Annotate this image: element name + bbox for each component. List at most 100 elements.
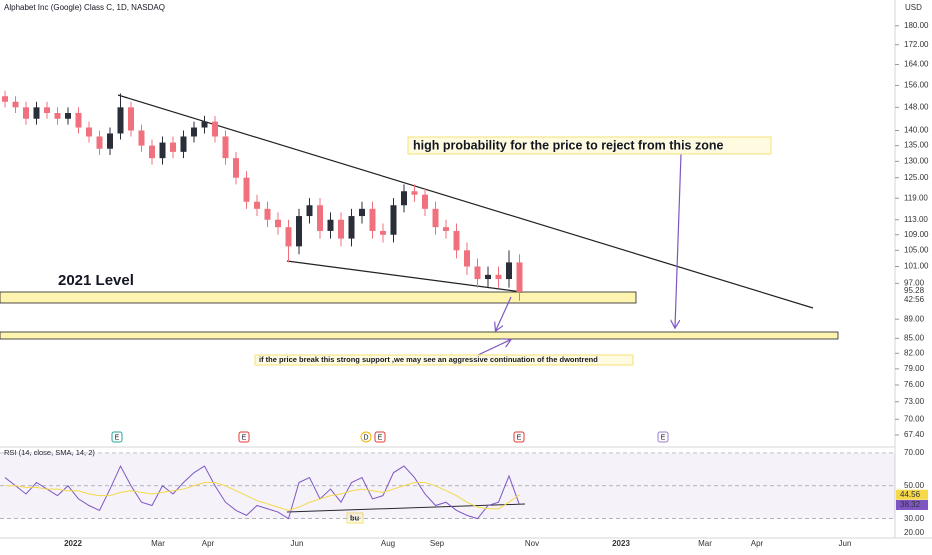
callout-box <box>407 136 772 155</box>
event-label: D <box>363 434 368 441</box>
candle-body <box>411 191 418 195</box>
event-label: E <box>242 434 247 441</box>
y-tick-label: 70.00 <box>904 448 925 457</box>
event-marker <box>360 431 372 443</box>
y-tick-label: 180.00 <box>904 21 929 30</box>
y-tick-label: 148.00 <box>904 102 929 111</box>
candle-body <box>44 107 50 114</box>
event-label: E <box>115 434 120 441</box>
candle-body <box>96 136 103 149</box>
x-tick-label: Jun <box>839 539 852 548</box>
y-tick-label: 85.00 <box>904 333 925 342</box>
candle-body <box>222 136 229 159</box>
chart-title: Alphabet Inc (Google) Class C, 1D, NASDA… <box>4 3 165 12</box>
y-tick-label: 130.00 <box>904 156 929 165</box>
event-marker <box>238 431 250 443</box>
value-tag <box>896 489 928 500</box>
event-label: E <box>661 434 666 441</box>
x-tick-label: Jun <box>291 539 304 548</box>
countdown: 42:56 <box>904 295 925 304</box>
candle-body <box>495 274 502 280</box>
candle-body <box>23 107 29 119</box>
candle-body <box>390 205 397 235</box>
support-zone <box>0 291 637 304</box>
y-tick-label: 30.00 <box>904 514 925 523</box>
candle-body <box>264 208 271 220</box>
event-marker <box>513 431 525 443</box>
event-marker <box>657 431 669 443</box>
label: 2021 Level <box>58 272 134 289</box>
y-tick-label: 140.00 <box>904 126 929 135</box>
candle-body <box>464 250 470 267</box>
candle-body <box>170 142 176 152</box>
trendline <box>117 94 814 309</box>
event-marker <box>111 431 123 443</box>
y-tick-label: 89.00 <box>904 314 925 323</box>
arrow <box>477 340 510 356</box>
candle-body <box>432 208 439 228</box>
candle-body <box>474 266 481 280</box>
event-label: E <box>517 434 522 441</box>
arrow <box>496 296 512 330</box>
rsi-title: RSI (14, close, SMA, 14, 2) <box>4 448 95 457</box>
candle-body <box>233 158 239 178</box>
y-tick-label: 76.00 <box>904 380 925 389</box>
candle-body <box>117 107 124 134</box>
candle-body <box>275 219 281 228</box>
event-marker <box>374 431 386 443</box>
candle-body <box>12 101 19 108</box>
y-tick-label: 73.00 <box>904 397 925 406</box>
y-tick-label: 156.00 <box>904 81 929 90</box>
candle-body <box>191 127 197 137</box>
y-tick-label: 70.00 <box>904 414 925 423</box>
note-box <box>254 354 634 366</box>
candle-body <box>2 96 8 102</box>
candle-body <box>243 177 250 202</box>
y-tick-label: 119.00 <box>904 193 928 202</box>
candle-body <box>359 208 365 217</box>
support-zone <box>0 331 839 340</box>
y-tick-label: 105.00 <box>904 245 929 254</box>
note-box <box>346 512 364 524</box>
event-label: E <box>378 434 383 441</box>
last-price-box <box>896 285 932 296</box>
y-tick-label: 97.00 <box>904 278 925 287</box>
candle-body <box>348 216 355 239</box>
candle-body <box>453 230 460 251</box>
candle-body <box>485 274 491 280</box>
y-tick-label: 109.00 <box>904 230 929 239</box>
y-tick-label: 67.40 <box>904 430 925 439</box>
candle-body <box>33 107 40 119</box>
candle-body <box>443 227 449 231</box>
value-label: 38.32 <box>900 500 921 509</box>
candle-body <box>128 107 134 131</box>
note: if the price break this strong support ,… <box>259 355 598 364</box>
y-tick-label: 20.00 <box>904 528 925 537</box>
candle-body <box>306 205 313 217</box>
trendline <box>286 260 523 293</box>
currency: USD <box>905 3 922 12</box>
candle-body <box>380 230 386 235</box>
y-tick-label: 164.00 <box>904 60 929 69</box>
x-tick-label: Aug <box>381 539 395 548</box>
y-tick-label: 79.00 <box>904 364 925 373</box>
candle-body <box>285 227 292 247</box>
candle-body <box>65 113 71 119</box>
candle-body <box>138 130 145 146</box>
candle-body <box>149 145 155 159</box>
x-tick-label: Apr <box>751 539 764 548</box>
callout: high probability for the price to reject… <box>413 138 723 152</box>
x-tick-label: Mar <box>151 539 165 548</box>
candle-body <box>86 127 92 137</box>
y-tick-label: 135.00 <box>904 141 929 150</box>
candle-body <box>369 208 376 231</box>
candle-body <box>422 194 428 209</box>
candle-body <box>201 121 208 128</box>
arrow <box>675 153 682 327</box>
last-price: 95.28 <box>904 286 925 295</box>
rsi-trendline <box>286 503 526 513</box>
value-tag <box>896 499 928 510</box>
x-tick-label: 2023 <box>612 539 630 548</box>
rsi-line <box>5 482 520 511</box>
